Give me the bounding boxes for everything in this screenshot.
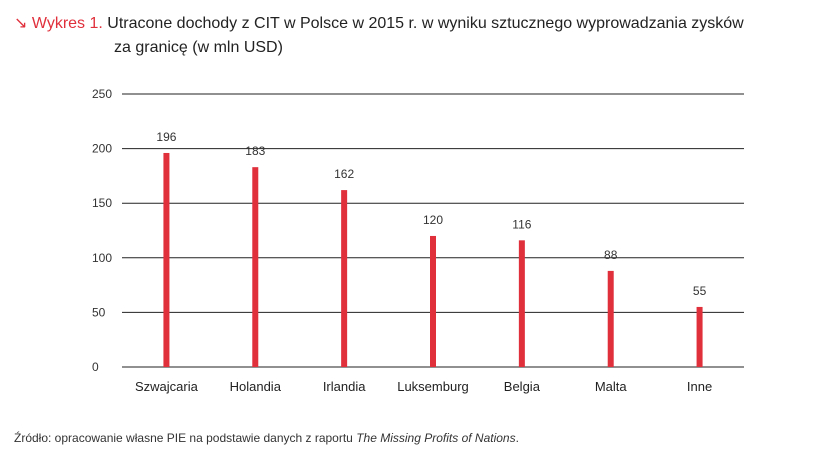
- x-tick-label: Malta: [595, 379, 628, 394]
- data-label: 88: [604, 248, 618, 262]
- bar: [252, 167, 259, 367]
- figure-label: Wykres 1.: [31, 15, 103, 32]
- y-tick-label: 0: [92, 360, 99, 374]
- data-label: 116: [512, 217, 531, 231]
- chart-title: Utracone dochody z CIT w Polsce w 2015 r…: [107, 15, 744, 32]
- x-axis-ticks: Szwajcaria Holandia Irlandia Luksemburg Belg…: [135, 379, 712, 394]
- data-label: 120: [423, 213, 443, 227]
- x-tick-label: Irlandia: [323, 379, 366, 394]
- bar: [430, 235, 436, 367]
- data-labels: 196 183 162 120 116 88 55: [156, 130, 706, 298]
- data-label: 183: [245, 144, 265, 158]
- bar: [696, 306, 703, 367]
- y-tick-label: 250: [92, 87, 112, 101]
- data-label: 196: [156, 130, 176, 144]
- chart-title-block: ↘ Wykres 1. Utracone dochody z CIT w Pol…: [14, 12, 814, 60]
- title-line-2: za granicę (w mln USD): [14, 36, 814, 60]
- source-suffix: .: [515, 431, 519, 445]
- y-axis-ticks: 0 50 100 150 200 250: [92, 87, 112, 374]
- bars: [163, 152, 703, 367]
- chart-title-continued: za granicę (w mln USD): [114, 39, 283, 56]
- x-tick-label: Belgia: [504, 379, 541, 394]
- title-line-1: ↘ Wykres 1. Utracone dochody z CIT w Pol…: [14, 12, 814, 36]
- y-tick-label: 150: [92, 196, 112, 210]
- bar: [607, 270, 614, 367]
- source-report-title: The Missing Profits of Nations: [356, 431, 516, 445]
- x-tick-label: Luksemburg: [397, 379, 469, 394]
- data-label: 55: [693, 284, 707, 298]
- bar: [341, 190, 348, 367]
- y-tick-label: 100: [92, 251, 112, 265]
- y-tick-label: 200: [92, 142, 112, 156]
- source-prefix: Źródło: opracowanie własne PIE na podsta…: [14, 431, 357, 445]
- source-note: Źródło: opracowanie własne PIE na podsta…: [14, 431, 519, 445]
- gridlines: [122, 93, 744, 368]
- data-label: 162: [334, 167, 354, 181]
- x-tick-label: Inne: [687, 379, 712, 394]
- arrow-down-right-icon: ↘: [14, 15, 28, 32]
- y-tick-label: 50: [92, 305, 106, 319]
- bar: [163, 152, 170, 367]
- bar: [518, 240, 525, 367]
- x-tick-label: Holandia: [230, 379, 282, 394]
- x-tick-label: Szwajcaria: [135, 379, 199, 394]
